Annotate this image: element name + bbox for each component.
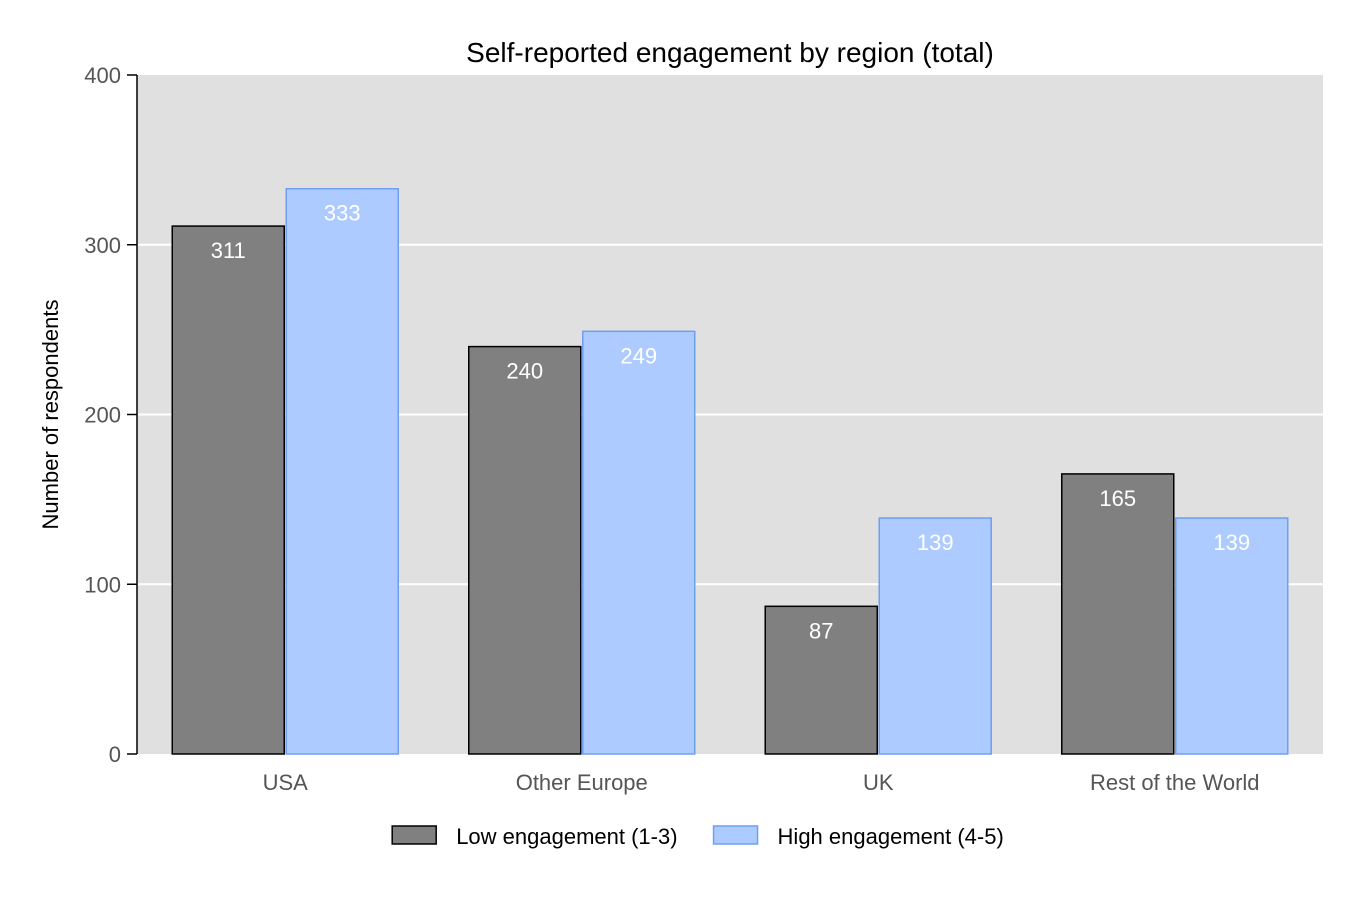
bar-data-label: 165 bbox=[1099, 486, 1136, 511]
y-axis-label: Number of respondents bbox=[38, 300, 63, 530]
bar-data-label: 139 bbox=[917, 530, 954, 555]
x-tick-label: Rest of the World bbox=[1090, 770, 1260, 795]
bar bbox=[764, 605, 878, 755]
bar-data-label: 333 bbox=[324, 201, 361, 226]
bar bbox=[285, 187, 399, 755]
legend-key bbox=[391, 825, 437, 845]
y-axis-ticks: 0 100 200 300 400 bbox=[84, 63, 137, 767]
bar bbox=[468, 345, 582, 755]
y-tick-label: 0 bbox=[109, 742, 121, 767]
legend-label: High engagement (4-5) bbox=[778, 824, 1004, 849]
bar-data-label: 139 bbox=[1213, 530, 1250, 555]
chart-title: Self-reported engagement by region (tota… bbox=[466, 37, 994, 68]
legend-key bbox=[712, 825, 759, 845]
x-axis-ticks: USA Other Europe UK Rest of the World bbox=[263, 770, 1260, 795]
legend: Low engagement (1-3) High engagement (4-5… bbox=[391, 824, 1004, 849]
x-tick-label: UK bbox=[863, 770, 894, 795]
bar-data-label: 249 bbox=[620, 343, 657, 368]
y-tick-label: 100 bbox=[84, 572, 121, 597]
legend-label: Low engagement (1-3) bbox=[456, 824, 677, 849]
bar bbox=[582, 330, 696, 755]
x-tick-label: Other Europe bbox=[516, 770, 648, 795]
x-tick-label: USA bbox=[263, 770, 309, 795]
bars bbox=[171, 187, 1289, 755]
bar-data-label: 240 bbox=[506, 359, 543, 384]
y-tick-label: 400 bbox=[84, 63, 121, 88]
bar bbox=[878, 517, 992, 755]
bar bbox=[1175, 517, 1289, 755]
bar-data-label: 87 bbox=[809, 618, 833, 643]
bar-data-label: 311 bbox=[211, 238, 246, 263]
bar bbox=[1061, 473, 1175, 755]
y-tick-label: 200 bbox=[84, 403, 121, 428]
y-tick-label: 300 bbox=[84, 233, 121, 258]
bar-labels: 311 333 240 249 87 139 165 139 bbox=[211, 201, 1250, 644]
bar bbox=[171, 225, 285, 755]
